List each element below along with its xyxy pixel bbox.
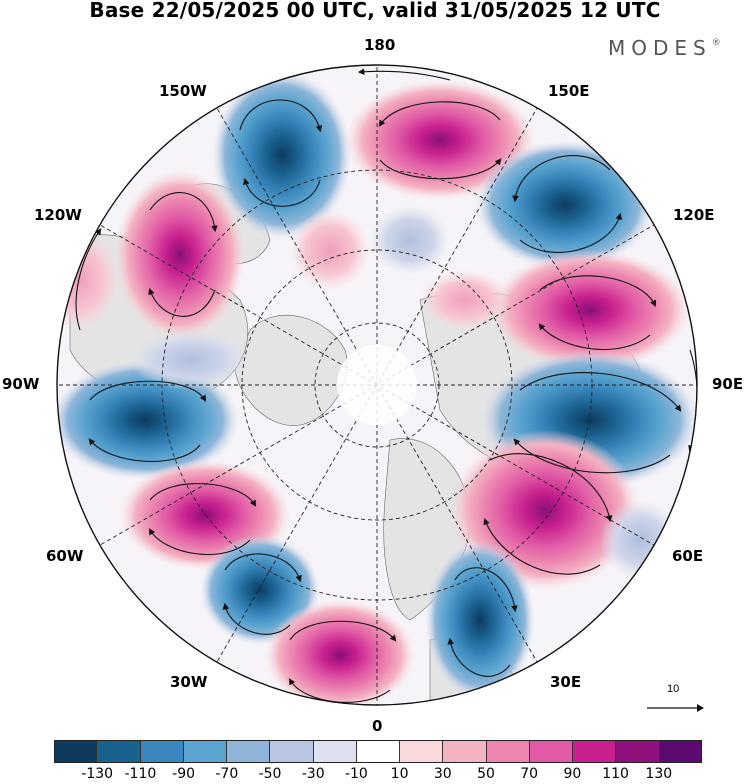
colorbar-segment — [183, 740, 228, 763]
colorbar-tick-label: -10 — [344, 766, 368, 782]
colorbar-ticks: -130 -110 -90 -70 -50 -30 -10 10 30 50 70 90 110 130 — [54, 766, 702, 784]
colorbar-tick-label: 90 — [563, 766, 582, 782]
lon-label-150w: 150W — [159, 82, 207, 100]
anomaly-positive-nw — [115, 170, 245, 340]
greenland-land — [234, 314, 348, 426]
anomaly-negative-nne — [475, 140, 655, 270]
lon-label-60e: 60E — [672, 547, 704, 565]
map-disc — [57, 65, 697, 705]
colorbar-segment — [529, 740, 574, 763]
lon-label-120w: 120W — [34, 206, 82, 224]
stream-nnw-1 — [239, 99, 323, 133]
lon-label-180: 180 — [364, 36, 396, 54]
colorbar — [54, 740, 702, 763]
stream-nw-1 — [149, 192, 218, 233]
anomaly-weak-pos-2 — [420, 270, 510, 330]
streamline-layer — [75, 68, 697, 703]
stream-w-1 — [89, 380, 207, 402]
colorbar-tick-label: -110 — [124, 766, 157, 782]
anomaly-weak-neg-2 — [130, 330, 250, 390]
anomaly-weak-pos-1 — [290, 210, 370, 290]
colorbar-tick-label: 30 — [433, 766, 452, 782]
stream-sse-1 — [454, 567, 518, 613]
logo-text: MODES — [608, 36, 712, 60]
stream-sw-1 — [149, 483, 257, 507]
colorbar-segment — [573, 740, 617, 763]
colorbar-segment — [54, 740, 98, 763]
anomaly-layer — [57, 70, 697, 705]
stream-w-2 — [88, 438, 201, 462]
lon-label-120e: 120E — [673, 206, 715, 224]
stream-se-1 — [489, 453, 613, 523]
colorbar-segment — [659, 740, 702, 763]
colorbar-tick-label: -130 — [81, 766, 114, 782]
colorbar-tick-label: 110 — [602, 766, 629, 782]
anomaly-negative-nnw — [212, 70, 352, 240]
anomaly-negative-sse — [425, 540, 535, 700]
colorbar-segment — [443, 740, 487, 763]
stream-n-1 — [378, 101, 501, 127]
reference-vector-label: 10 — [667, 683, 680, 695]
modes-logo: MODES® — [608, 36, 721, 60]
colorbar-tick-label: -30 — [301, 766, 325, 782]
stream-sse-2 — [447, 637, 511, 677]
stream-e-2 — [513, 438, 671, 474]
colorbar-segment — [270, 740, 314, 763]
lon-label-60w: 60W — [46, 547, 84, 565]
colorbar-tick-label: -90 — [172, 766, 196, 782]
colorbar-tick-label: -70 — [215, 766, 239, 782]
anomaly-positive-ne — [490, 250, 690, 370]
colorbar-tick-label: 130 — [645, 766, 673, 782]
lon-label-0: 0 — [372, 717, 383, 735]
colorbar-segment — [400, 740, 444, 763]
stream-ne-1 — [539, 275, 656, 307]
map-border — [56, 64, 698, 706]
lon-label-30w: 30W — [170, 673, 208, 691]
colorbar-segment — [140, 740, 184, 763]
registered-mark: ® — [711, 38, 721, 48]
anomaly-positive-south — [265, 600, 415, 705]
stream-ne-2 — [538, 323, 651, 351]
stream-n-2 — [379, 158, 502, 180]
stream-ring-5 — [357, 68, 451, 81]
stream-ring-1 — [75, 228, 102, 331]
stream-nne-2 — [519, 212, 622, 253]
reference-vector-arrow — [647, 704, 704, 712]
stream-se-2 — [483, 517, 601, 575]
map-title: Base 22/05/2025 00 UTC, valid 31/05/2025… — [89, 0, 661, 22]
polar-map — [56, 64, 698, 706]
stream-nw-2 — [148, 287, 216, 317]
colorbar-tick-label: 10 — [390, 766, 409, 782]
colorbar-segment — [486, 740, 530, 763]
lon-label-30e: 30E — [550, 673, 582, 691]
stream-ssw-1 — [224, 553, 302, 583]
lon-label-150e: 150E — [548, 82, 590, 100]
stream-nnw-2 — [243, 177, 321, 207]
stream-s-1 — [289, 620, 397, 642]
colorbar-segment — [227, 740, 271, 763]
colorbar-tick-label: 50 — [477, 766, 495, 782]
anomaly-weak-neg-1 — [370, 205, 450, 275]
lon-label-90w: 90W — [2, 375, 40, 393]
colorbar-tick-label: -50 — [258, 766, 282, 782]
stream-nne-1 — [512, 155, 611, 203]
colorbar-segment — [616, 740, 660, 763]
colorbar-segment — [313, 740, 357, 763]
polar-cap — [337, 345, 417, 425]
colorbar-segment — [356, 740, 401, 763]
stream-sw-2 — [148, 528, 251, 556]
anomaly-weak-pos-3 — [57, 230, 120, 330]
stream-ssw-2 — [222, 602, 291, 635]
colorbar-segment — [97, 740, 141, 763]
lon-label-90e: 90E — [712, 375, 744, 393]
colorbar-tick-label: 70 — [520, 766, 539, 782]
stream-e-1 — [519, 372, 682, 412]
